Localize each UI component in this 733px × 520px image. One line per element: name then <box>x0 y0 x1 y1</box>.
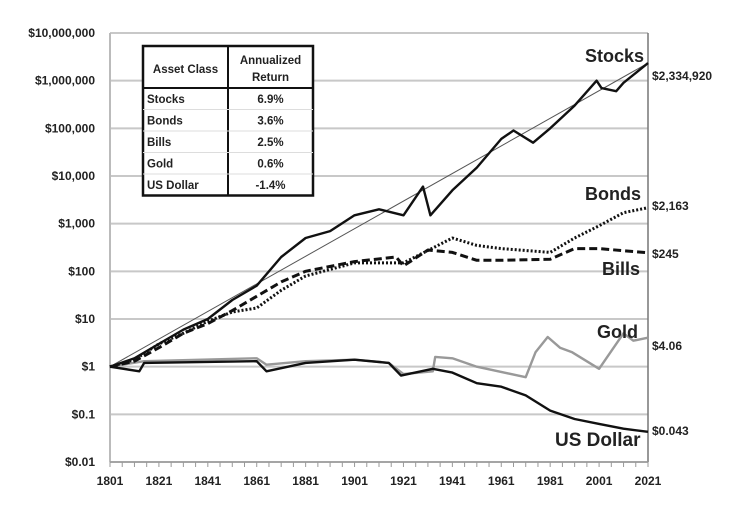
series-label: Stocks <box>585 46 644 66</box>
table-cell-asset: US Dollar <box>147 180 199 192</box>
table-cell-asset: Bonds <box>147 116 183 128</box>
x-tick-label: 1841 <box>194 474 221 488</box>
y-tick-label: $100 <box>68 264 95 278</box>
series-line-bills <box>109 247 649 369</box>
table-cell-asset: Bills <box>147 137 171 149</box>
x-tick-label: 1961 <box>488 474 515 488</box>
series-label: Bonds <box>585 184 641 204</box>
series-label: Gold <box>597 322 638 342</box>
x-tick-label: 1941 <box>439 474 466 488</box>
y-tick-label: $100,000 <box>45 121 95 135</box>
y-tick-label: $10,000 <box>52 169 96 183</box>
end-value-label: $0.043 <box>652 424 689 438</box>
table-cell-return: 6.9% <box>257 94 283 106</box>
x-tick-label: 1881 <box>292 474 319 488</box>
x-tick-label: 1901 <box>341 474 368 488</box>
table-cell-return: 0.6% <box>257 159 283 171</box>
table-header-annualized-return: Annualized Return <box>240 55 301 84</box>
table-cell-return: -1.4% <box>255 180 285 192</box>
y-tick-label: $10 <box>75 312 95 326</box>
y-tick-label: $1,000 <box>58 217 95 231</box>
y-tick-label: $10,000,000 <box>28 26 95 40</box>
end-value-label: $4.06 <box>652 339 682 353</box>
series-line-gold <box>109 332 649 379</box>
table-cell-return: 3.6% <box>257 116 283 128</box>
x-tick-label: 1921 <box>390 474 417 488</box>
trend-line <box>109 62 649 368</box>
series-label: US Dollar <box>555 430 641 451</box>
table-cell-return: 2.5% <box>257 137 283 149</box>
x-tick-label: 1981 <box>537 474 564 488</box>
y-tick-label: $1,000,000 <box>35 74 95 88</box>
table-cell-asset: Gold <box>147 159 173 171</box>
y-tick-label: $0.01 <box>65 455 95 469</box>
series-line-us-dollar <box>109 358 649 433</box>
series-line-bonds <box>109 206 649 369</box>
x-tick-label: 1801 <box>97 474 124 488</box>
series-label: Bills <box>602 259 640 279</box>
end-value-label: $245 <box>652 247 679 261</box>
series-line-stocks <box>109 62 649 368</box>
x-tick-label: 1821 <box>146 474 173 488</box>
y-tick-label: $0.1 <box>72 407 96 421</box>
x-tick-label: 1861 <box>243 474 270 488</box>
table-header-asset-class: Asset Class <box>153 64 218 76</box>
end-value-label: $2,163 <box>652 199 689 213</box>
end-value-label: $2,334,920 <box>652 69 712 83</box>
x-tick-label: 2021 <box>635 474 662 488</box>
table-cell-asset: Stocks <box>147 94 185 106</box>
y-tick-label: $1 <box>82 360 96 374</box>
x-tick-label: 2001 <box>586 474 613 488</box>
